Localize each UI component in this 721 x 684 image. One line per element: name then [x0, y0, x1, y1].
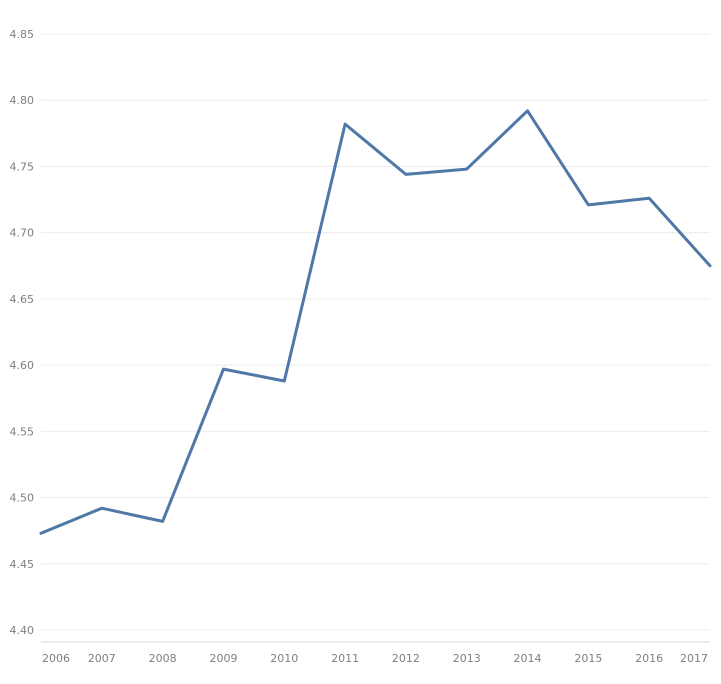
x-tick-label: 2014	[514, 652, 542, 665]
grid-lines	[41, 33, 710, 631]
x-tick-label: 2017	[680, 652, 708, 665]
y-tick-label: 4.50	[10, 492, 35, 505]
y-tick-label: 4.40	[10, 624, 35, 637]
y-tick-label: 4.80	[10, 94, 35, 107]
y-tick-label: 4.60	[10, 359, 35, 372]
y-tick-label: 4.70	[10, 227, 35, 240]
series-layer	[39, 109, 712, 535]
y-tick-label: 4.85	[10, 28, 35, 41]
y-axis-tick-labels: 4.40 4.45 4.50 4.55 4.60 4.65 4.70 4.75 4.80 4.85	[10, 28, 35, 637]
x-tick-label: 2006	[42, 652, 70, 665]
x-tick-label: 2011	[331, 652, 359, 665]
series-line	[39, 109, 712, 535]
y-tick-label: 4.75	[10, 160, 35, 173]
x-axis-tick-labels: 2006 2007 2008 2009 2010 2011 2012 2013 2014 2015…	[42, 652, 708, 665]
y-tick-label: 4.45	[10, 558, 35, 571]
x-tick-label: 2015	[574, 652, 602, 665]
x-tick-label: 2008	[149, 652, 177, 665]
y-tick-label: 4.65	[10, 293, 35, 306]
x-tick-label: 2016	[635, 652, 663, 665]
x-tick-label: 2007	[88, 652, 116, 665]
x-tick-label: 2009	[209, 652, 237, 665]
y-tick-label: 4.55	[10, 425, 35, 438]
x-tick-label: 2012	[392, 652, 420, 665]
x-tick-label: 2010	[270, 652, 298, 665]
x-tick-label: 2013	[453, 652, 481, 665]
